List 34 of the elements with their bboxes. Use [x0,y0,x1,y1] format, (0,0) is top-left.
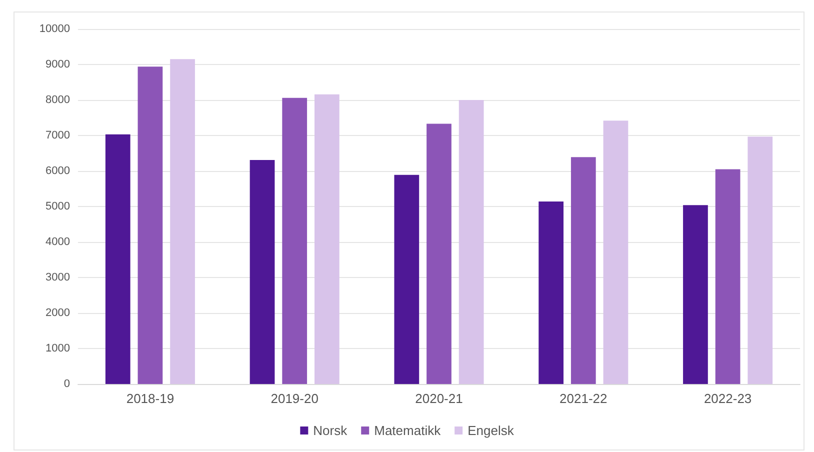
x-tick-label: 2021-22 [560,391,608,406]
bar [570,157,596,384]
bar [603,120,628,384]
y-tick-label: 0 [64,378,70,390]
y-tick-label: 3000 [46,272,70,284]
bar [538,202,564,384]
legend-label: Engelsk [468,423,514,438]
y-tick-label: 8000 [46,94,70,106]
x-tick-label: 2019-20 [270,391,318,406]
bar [426,124,452,384]
bar [138,66,163,384]
y-tick-label: 7000 [46,130,70,142]
bar [105,134,130,384]
y-tick-label: 4000 [46,236,70,248]
bar [394,174,420,384]
y-tick-label: 1000 [46,342,70,354]
y-tick-label: 2000 [46,307,70,319]
legend-label: Norsk [313,423,348,438]
x-tick-label: 2020-21 [415,391,463,406]
bar [715,169,740,384]
y-tick-label: 9000 [46,58,70,70]
y-tick-label: 5000 [46,200,70,212]
y-tick-label: 10000 [39,23,70,35]
bar [282,98,308,384]
legend-label: Matematikk [374,423,442,438]
bar [458,100,484,384]
bar [250,160,275,384]
x-tick-label: 2018-19 [126,391,174,406]
x-tick-label: 2022-23 [704,391,752,406]
bar [170,59,195,384]
y-tick-label: 6000 [46,165,70,177]
bar [314,94,340,384]
bar [748,136,773,384]
bar [683,205,708,384]
